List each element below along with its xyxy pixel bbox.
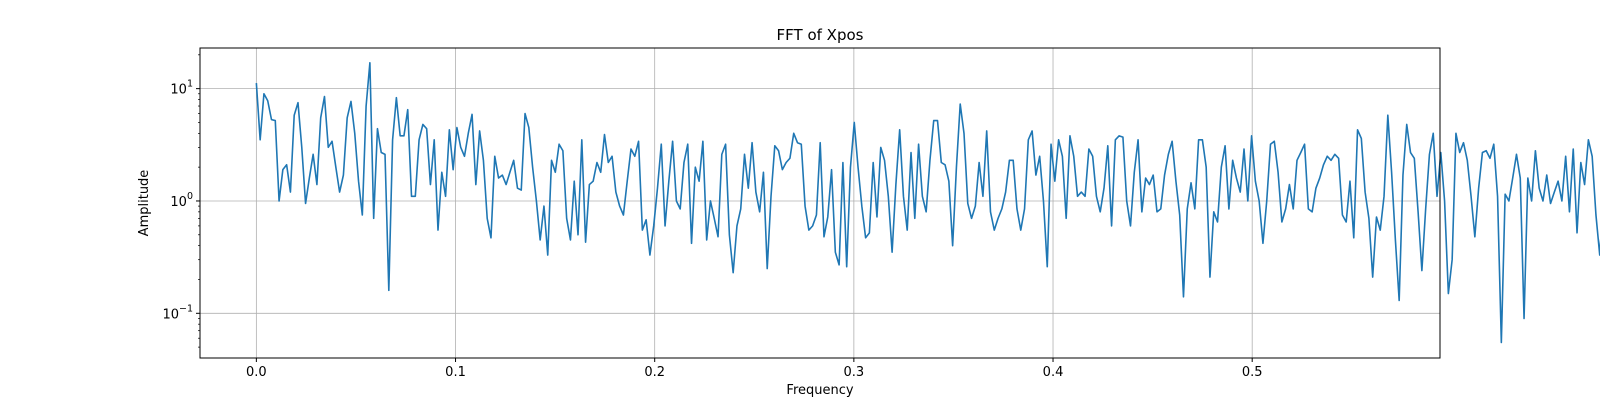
y-tick-base: 10 xyxy=(162,307,179,322)
y-tick-label: 100 xyxy=(170,191,193,210)
y-tick-label: 10−1 xyxy=(162,303,193,322)
x-tick-label: 0.0 xyxy=(246,365,267,380)
x-axis-label: Frequency xyxy=(786,383,853,398)
y-tick-base: 10 xyxy=(170,83,187,98)
y-tick-exponent: 0 xyxy=(187,191,193,202)
y-tick-exponent: −1 xyxy=(179,303,193,314)
y-tick-label: 101 xyxy=(170,79,193,98)
x-tick-label: 0.2 xyxy=(644,365,665,380)
x-tick-label: 0.4 xyxy=(1043,365,1064,380)
y-tick-base: 10 xyxy=(170,195,187,210)
chart-title: FFT of Xpos xyxy=(777,26,864,44)
fft-series-line xyxy=(255,61,1600,344)
y-tick-exponent: 1 xyxy=(187,79,193,90)
x-tick-label: 0.3 xyxy=(844,365,865,380)
x-tick-label: 0.1 xyxy=(445,365,466,380)
x-tick-label: 0.5 xyxy=(1242,365,1263,380)
y-axis-label: Amplitude xyxy=(137,170,152,237)
